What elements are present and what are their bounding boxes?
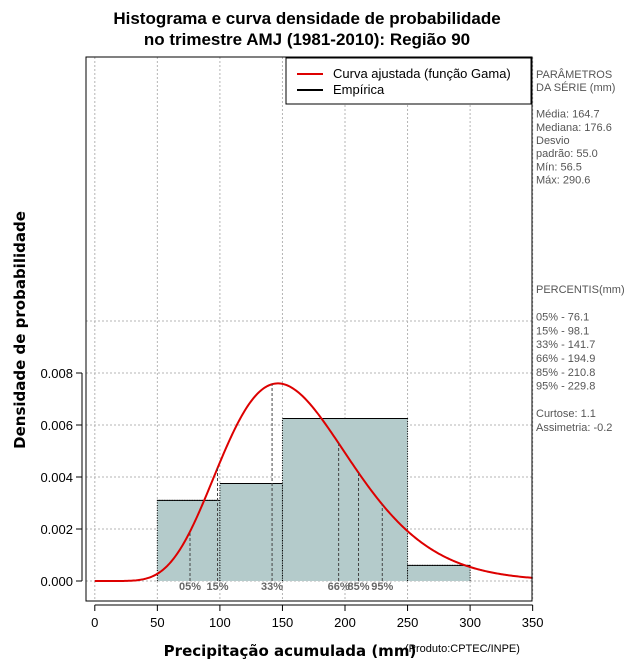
fitted-gamma-curve-line [94, 382, 533, 582]
chart-title-line-2: no trimestre AMJ (1981-2010): Região 90 [144, 30, 470, 49]
x-tick-label-1: 50 [150, 615, 164, 630]
percentiles-line-2: 05% - 76.1 [536, 312, 589, 324]
series-parameters-line-1: DA SÉRIE (mm) [536, 81, 615, 94]
percentiles-line-7: 95% - 229.8 [536, 381, 595, 393]
percentile-label-1: 15% [207, 581, 229, 593]
x-tick-label-6: 300 [459, 615, 481, 630]
percentile-label-4: 85% [347, 581, 369, 593]
percentiles-line-4: 33% - 141.7 [536, 339, 595, 351]
percentile-label-3: 66% [328, 581, 350, 593]
product-credit: (Produto:CPTEC/INPE) [405, 643, 520, 655]
histogram-bar-2 [282, 418, 408, 581]
histogram-bar-0 [157, 500, 220, 581]
chart-title-line-1: Histograma e curva densidade de probabil… [113, 9, 500, 28]
series-parameters-panel: PARÂMETROS DA SÉRIE (mm) Média: 164.7Medi… [536, 68, 615, 187]
x-tick-label-4: 200 [334, 615, 356, 630]
y-tick-label-3: 0.006 [40, 418, 73, 433]
series-parameters-line-8: Máx: 290.6 [536, 175, 590, 187]
y-tick-label-2: 0.004 [40, 470, 73, 485]
x-tick-label-0: 0 [91, 615, 98, 630]
percentiles-line-9: Curtose: 1.1 [536, 408, 596, 420]
y-axis-label: Densidade de probabilidade [11, 211, 29, 449]
percentiles-line-0: PERCENTIS(mm) [536, 284, 625, 296]
legend: Curva ajustada (função Gama) Empírica [285, 57, 532, 105]
histogram-bar-1 [219, 483, 283, 581]
legend-curve-label: Curva ajustada (função Gama) [333, 66, 511, 81]
x-tick-label-2: 100 [209, 615, 231, 630]
percentile-label-0: 05% [179, 581, 201, 593]
percentiles-line-5: 66% - 194.9 [536, 353, 595, 365]
y-tick-label-4: 0.008 [40, 366, 73, 381]
x-tick-label-3: 150 [272, 615, 294, 630]
series-parameters-line-0: PARÂMETROS [536, 68, 612, 81]
histogram-bar-3 [407, 565, 471, 581]
fitted-curve [94, 382, 533, 582]
histogram-bars [156, 418, 471, 581]
percentiles-line-10: Assimetria: -0.2 [536, 422, 612, 434]
percentile-label-5: 95% [371, 581, 393, 593]
x-axis: 0 50 100 150 200 250 300 350 [91, 604, 544, 630]
series-parameters-line-7: Mín: 56.5 [536, 161, 582, 173]
plot-frame [85, 56, 533, 602]
histogram-bar-outline-3 [407, 564, 471, 581]
series-parameters-line-5: Desvio [536, 135, 570, 147]
percentiles-panel: PERCENTIS(mm) 05% - 76.115% - 98.1 33% - 1… [536, 284, 625, 434]
series-parameters-line-4: Mediana: 176.6 [536, 122, 612, 134]
legend-empirical-label: Empírica [333, 82, 385, 97]
legend-box [285, 57, 532, 105]
percentiles-line-6: 85% - 210.8 [536, 367, 595, 379]
percentile-label-2: 33% [261, 581, 283, 593]
x-axis-label: Precipitação acumulada (mm) [164, 642, 417, 660]
y-axis: 0.000 0.002 0.004 0.006 0.008 [40, 366, 83, 589]
percentile-lines: 05% 15% 33% 66%85% 95% [179, 384, 393, 593]
y-tick-label-1: 0.002 [40, 522, 73, 537]
series-parameters-line-3: Média: 164.7 [536, 109, 600, 121]
x-tick-label-5: 250 [397, 615, 419, 630]
y-tick-label-0: 0.000 [40, 574, 73, 589]
series-parameters-line-6: padrão: 55.0 [536, 148, 598, 160]
percentiles-line-3: 15% - 98.1 [536, 325, 589, 337]
x-tick-label-7: 350 [522, 615, 544, 630]
